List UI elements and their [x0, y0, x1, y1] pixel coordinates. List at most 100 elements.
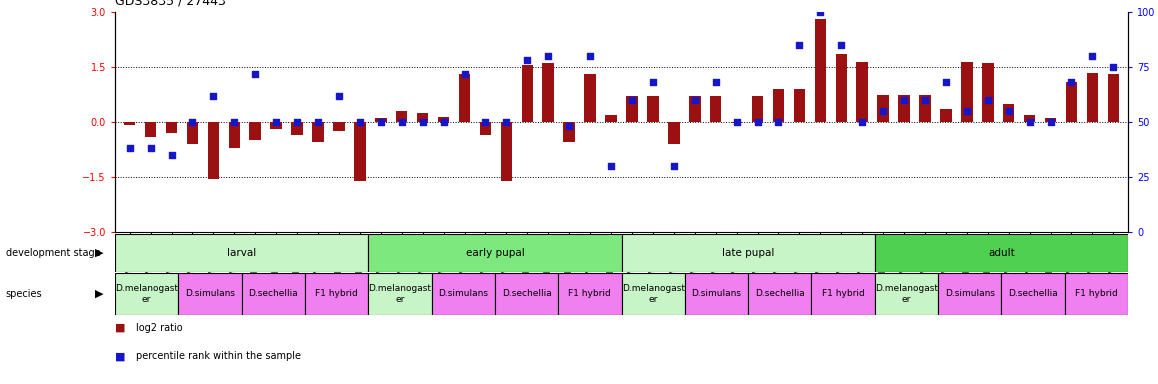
Point	[727, 119, 746, 125]
Text: D.melanogast
er: D.melanogast er	[622, 284, 684, 304]
Point	[497, 119, 515, 125]
Point	[769, 119, 787, 125]
Text: percentile rank within the sample: percentile rank within the sample	[135, 351, 301, 361]
Point	[644, 79, 662, 86]
Point	[330, 93, 349, 99]
Bar	[752, 96, 763, 122]
Bar	[334, 122, 345, 131]
Point	[204, 93, 222, 99]
Bar	[919, 94, 931, 122]
Point	[665, 163, 683, 169]
Text: development stage: development stage	[6, 248, 101, 258]
Point	[476, 119, 494, 125]
Bar	[354, 122, 366, 180]
Bar	[494, 273, 558, 315]
Bar	[313, 122, 324, 142]
Bar	[186, 122, 198, 144]
Text: F1 hybrid: F1 hybrid	[315, 290, 358, 298]
Text: D.melanogast
er: D.melanogast er	[875, 284, 938, 304]
Bar	[500, 122, 512, 180]
Point	[602, 163, 621, 169]
Bar	[710, 96, 721, 122]
Text: ■: ■	[115, 323, 129, 333]
Point	[1083, 53, 1101, 59]
Point	[958, 108, 976, 114]
Text: ▶: ▶	[95, 289, 103, 299]
Bar	[1002, 273, 1064, 315]
Bar	[432, 273, 494, 315]
Bar	[899, 94, 910, 122]
Point	[288, 119, 307, 125]
Bar	[521, 65, 533, 122]
Bar	[626, 96, 638, 122]
Text: adult: adult	[988, 248, 1014, 258]
Bar	[542, 63, 554, 122]
Bar	[814, 19, 826, 122]
Bar	[689, 96, 701, 122]
Point	[455, 71, 474, 77]
Point	[686, 97, 704, 103]
Point	[581, 53, 600, 59]
Bar	[368, 234, 622, 272]
Point	[393, 119, 411, 125]
Point	[225, 119, 243, 125]
Bar	[982, 63, 994, 122]
Bar	[417, 113, 428, 122]
Point	[853, 119, 872, 125]
Bar	[292, 122, 303, 135]
Bar	[558, 273, 622, 315]
Text: ■: ■	[115, 351, 129, 361]
Bar	[124, 122, 135, 125]
Bar	[668, 122, 680, 144]
Bar	[145, 122, 156, 137]
Bar	[940, 109, 952, 122]
Text: ▶: ▶	[95, 248, 103, 258]
Point	[183, 119, 201, 125]
Bar	[836, 54, 846, 122]
Bar	[166, 122, 177, 133]
Bar	[228, 122, 240, 148]
Text: F1 hybrid: F1 hybrid	[569, 290, 611, 298]
Bar	[271, 122, 281, 129]
Bar	[1086, 73, 1098, 122]
Bar	[249, 122, 261, 140]
Point	[434, 119, 453, 125]
Bar	[684, 273, 748, 315]
Bar	[459, 74, 470, 122]
Bar	[1024, 115, 1035, 122]
Text: D.simulans: D.simulans	[691, 290, 741, 298]
Bar	[748, 273, 812, 315]
Point	[748, 119, 767, 125]
Text: D.sechellia: D.sechellia	[501, 290, 551, 298]
Point	[372, 119, 390, 125]
Text: larval: larval	[227, 248, 256, 258]
Text: D.sechellia: D.sechellia	[755, 290, 805, 298]
Point	[831, 42, 850, 48]
Point	[120, 145, 139, 151]
Point	[790, 42, 808, 48]
Point	[706, 79, 725, 86]
Point	[937, 79, 955, 86]
Text: late pupal: late pupal	[721, 248, 775, 258]
Bar	[731, 122, 742, 123]
Bar	[622, 273, 684, 315]
Point	[1062, 79, 1080, 86]
Text: D.sechellia: D.sechellia	[249, 290, 298, 298]
Bar	[878, 94, 889, 122]
Bar	[242, 273, 305, 315]
Bar	[1065, 82, 1077, 122]
Point	[162, 152, 181, 158]
Text: F1 hybrid: F1 hybrid	[822, 290, 865, 298]
Text: species: species	[6, 289, 43, 299]
Text: D.melanogast
er: D.melanogast er	[115, 284, 178, 304]
Bar	[585, 74, 596, 122]
Point	[999, 108, 1018, 114]
Text: D.simulans: D.simulans	[185, 290, 235, 298]
Text: F1 hybrid: F1 hybrid	[1075, 290, 1117, 298]
Text: D.melanogast
er: D.melanogast er	[368, 284, 432, 304]
Bar	[178, 273, 242, 315]
Text: GDS3835 / 27443: GDS3835 / 27443	[115, 0, 226, 8]
Bar	[564, 122, 574, 142]
Text: D.simulans: D.simulans	[945, 290, 995, 298]
Bar	[1003, 104, 1014, 122]
